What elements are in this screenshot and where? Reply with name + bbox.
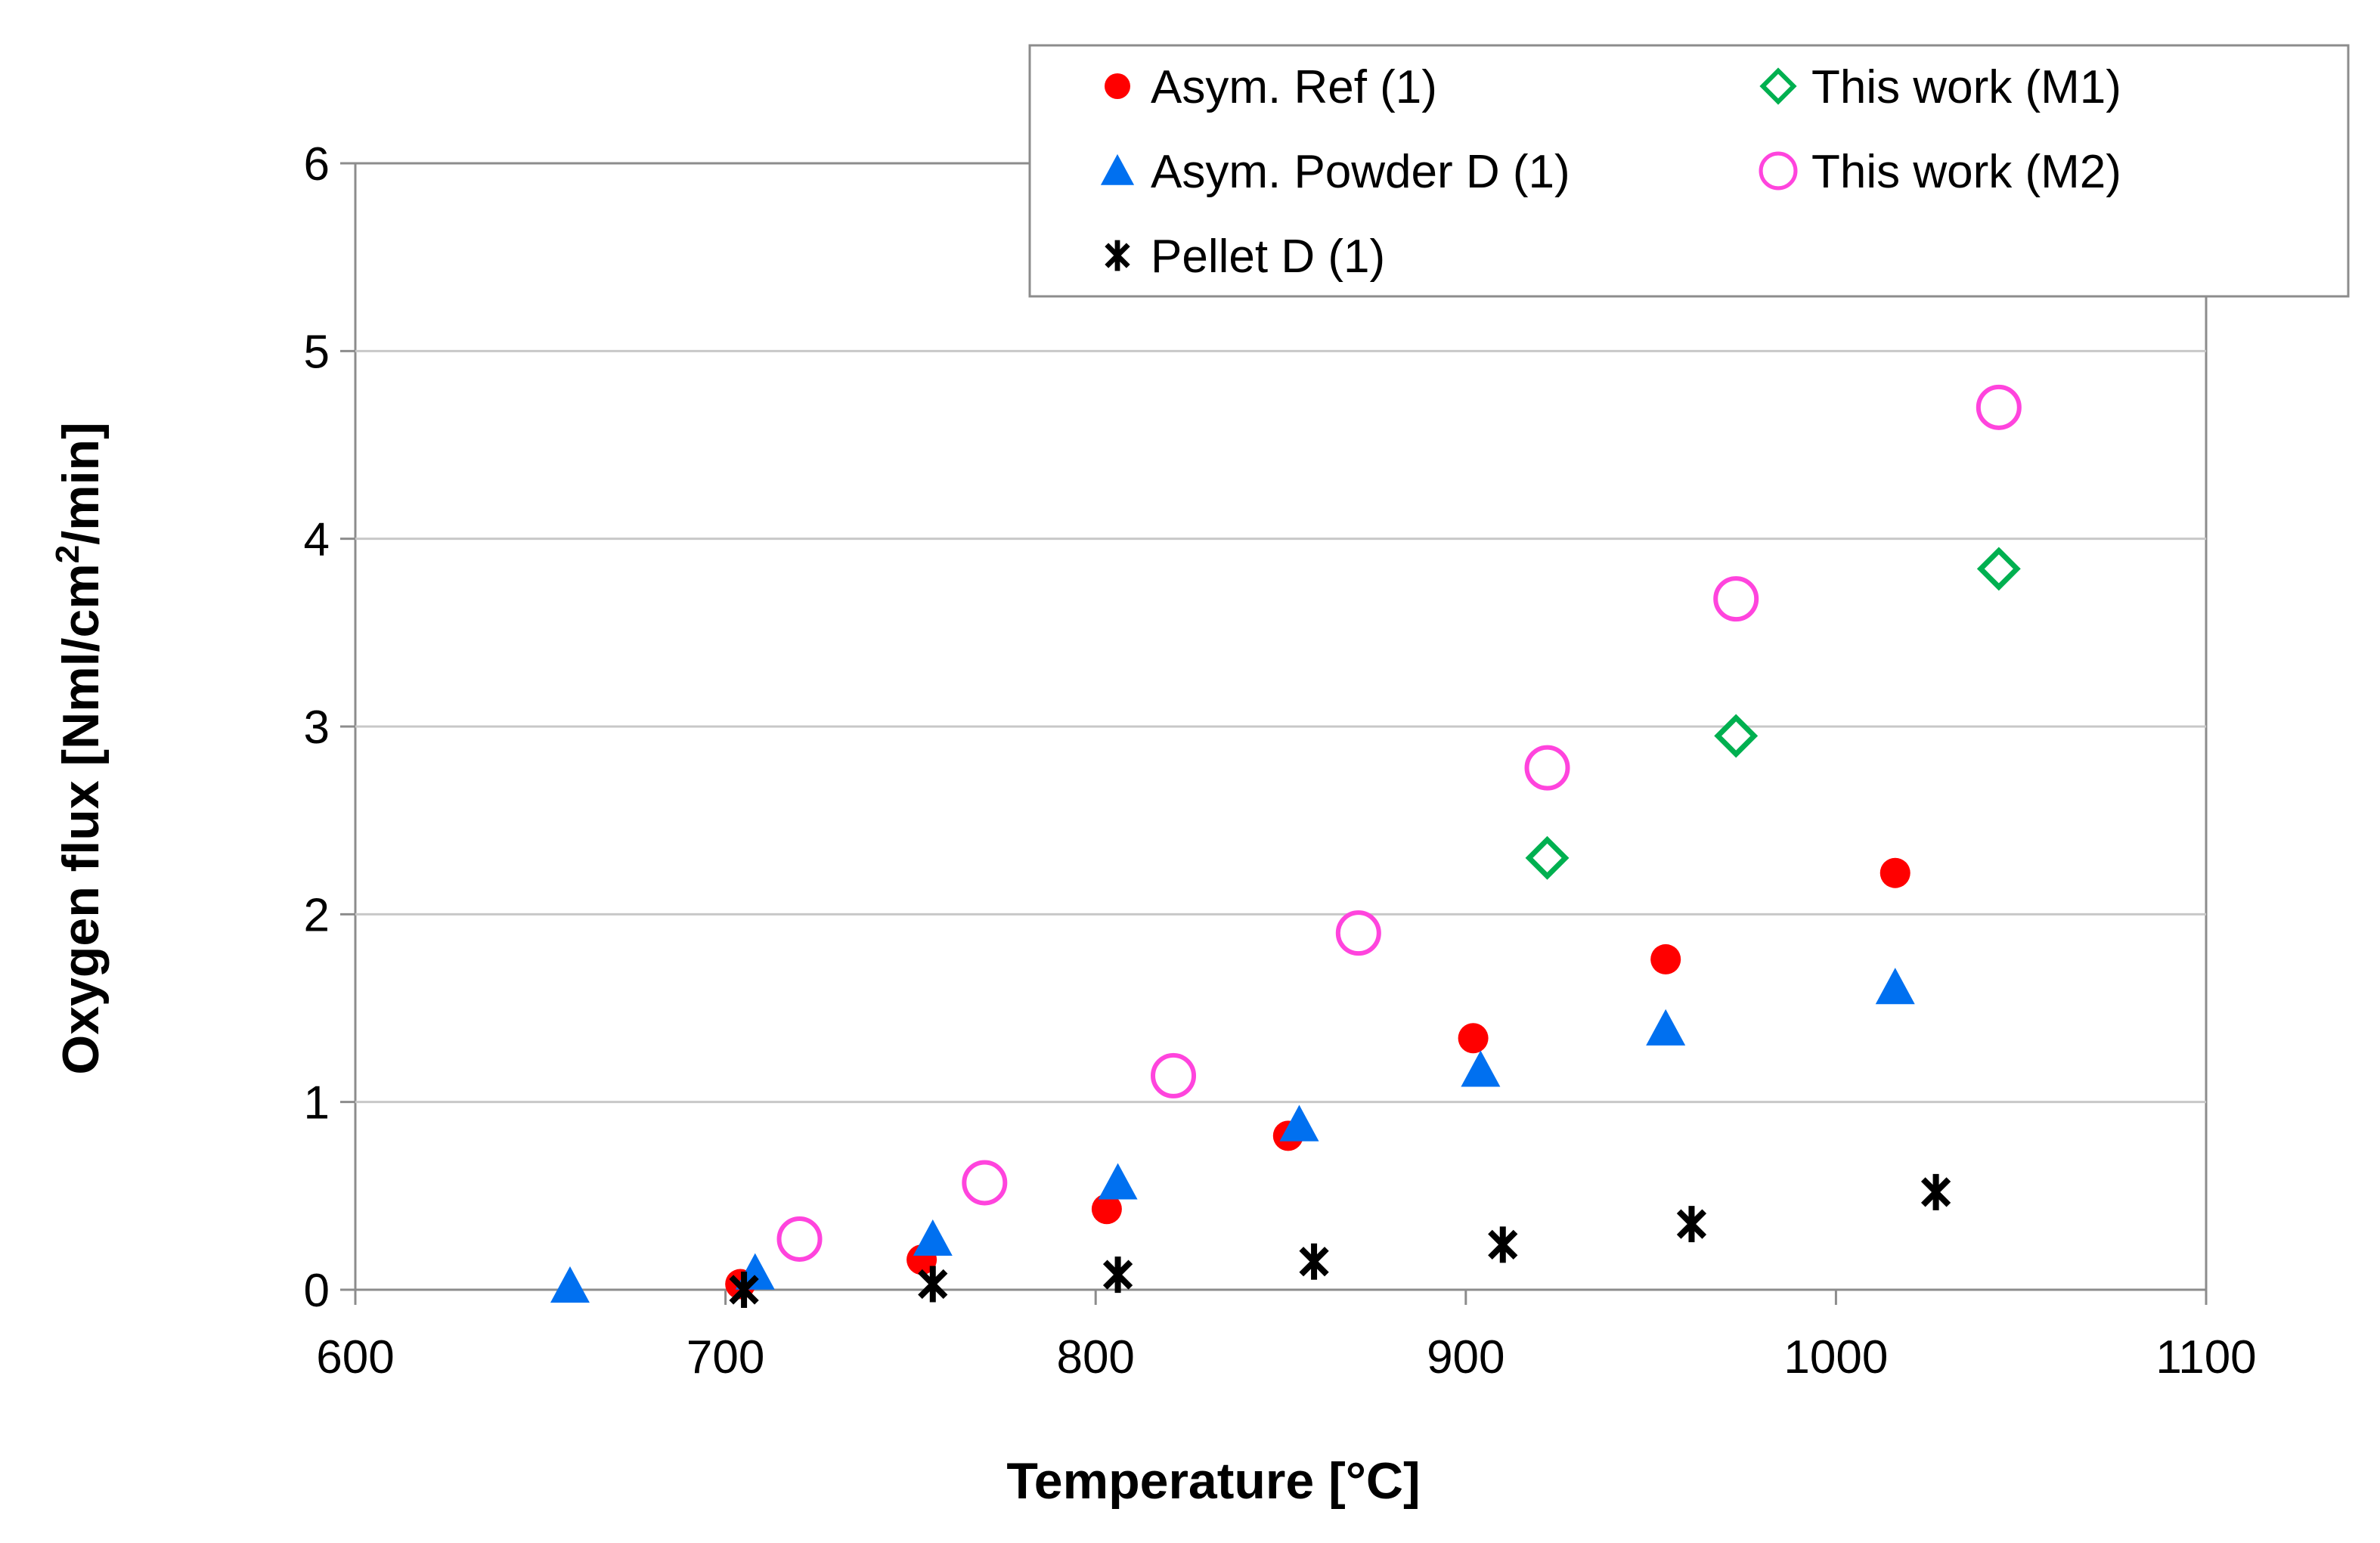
legend-item-1: Asym. Powder D (1) bbox=[1100, 146, 1570, 198]
series-3 bbox=[1525, 547, 2021, 880]
x-tick-label: 1100 bbox=[2155, 1331, 2256, 1383]
legend-item-4: This work (M2) bbox=[1759, 146, 2121, 198]
gridlines bbox=[355, 349, 2206, 1104]
y-axis-ticks: 0 1 2 3 4 5 6 bbox=[304, 138, 355, 1317]
data-point-s2-2 bbox=[1102, 1256, 1133, 1294]
legend-label-4: This work (M2) bbox=[1811, 146, 2121, 198]
data-point-s1-0 bbox=[550, 1266, 590, 1303]
legend-label-3: This work (M1) bbox=[1811, 61, 2121, 113]
y-axis-title-main: Oxygen flux [Nml/cm bbox=[52, 563, 110, 1074]
y-tick-label: 4 bbox=[304, 514, 330, 566]
legend-item-0: Asym. Ref (1) bbox=[1105, 61, 1437, 113]
y-tick-label: 2 bbox=[304, 889, 330, 941]
series-2 bbox=[729, 1173, 1951, 1308]
legend-box bbox=[1028, 44, 2350, 298]
data-point-s4-3 bbox=[1335, 910, 1381, 956]
data-point-s0-5 bbox=[1650, 943, 1681, 974]
data-point-s3-1 bbox=[1714, 714, 1759, 758]
data-point-s4-4 bbox=[1524, 745, 1570, 791]
legend: Asym. Ref (1) Asym. Powder D (1) Pellet D … bbox=[1028, 44, 2350, 298]
data-point-s2-5 bbox=[1676, 1206, 1707, 1243]
y-tick-label: 1 bbox=[304, 1077, 330, 1129]
y-tick-label: 3 bbox=[304, 702, 330, 754]
data-point-s4-0 bbox=[776, 1216, 823, 1262]
legend-marker-0 bbox=[1105, 73, 1130, 99]
legend-items: Asym. Ref (1) Asym. Powder D (1) Pellet D … bbox=[1100, 61, 2121, 283]
legend-label-1: Asym. Powder D (1) bbox=[1151, 146, 1570, 198]
data-point-s0-6 bbox=[1880, 857, 1911, 888]
legend-marker-1 bbox=[1100, 153, 1135, 185]
legend-label-2: Pellet D (1) bbox=[1151, 231, 1385, 283]
y-axis-title: Oxygen flux [Nml/cm2/min] bbox=[49, 422, 110, 1074]
legend-marker-4 bbox=[1759, 151, 1798, 191]
data-marks bbox=[550, 384, 2022, 1308]
x-tick-label: 700 bbox=[686, 1331, 764, 1383]
legend-item-3: This work (M1) bbox=[1759, 61, 2121, 113]
series-1 bbox=[550, 968, 1915, 1303]
x-axis-ticks: 600 700 800 900 1000 1100 bbox=[316, 1290, 2257, 1383]
data-point-s2-4 bbox=[1488, 1226, 1518, 1263]
x-tick-label: 900 bbox=[1427, 1331, 1505, 1383]
legend-item-2: Pellet D (1) bbox=[1105, 231, 1385, 283]
y-tick-label: 6 bbox=[304, 138, 330, 191]
data-point-s2-1 bbox=[918, 1266, 948, 1303]
data-point-s3-2 bbox=[1976, 547, 2021, 591]
y-axis-title-superscript: 2 bbox=[49, 545, 86, 563]
y-axis-title-tail: /min] bbox=[52, 422, 110, 544]
x-axis-title: Temperature [°C] bbox=[1006, 1452, 1420, 1510]
y-tick-label: 5 bbox=[304, 326, 330, 378]
legend-label-0: Asym. Ref (1) bbox=[1151, 61, 1437, 113]
data-point-s3-0 bbox=[1525, 835, 1570, 880]
data-point-s4-6 bbox=[1976, 384, 2022, 430]
data-point-s1-4 bbox=[1279, 1105, 1319, 1142]
legend-marker-2 bbox=[1105, 240, 1130, 271]
data-point-s0-2 bbox=[1091, 1194, 1122, 1225]
data-point-s4-1 bbox=[962, 1160, 1008, 1206]
series-4 bbox=[776, 384, 2022, 1262]
data-point-s1-5 bbox=[1461, 1050, 1501, 1087]
data-point-s1-7 bbox=[1875, 968, 1915, 1005]
data-point-s4-2 bbox=[1151, 1052, 1197, 1098]
x-tick-label: 600 bbox=[316, 1331, 394, 1383]
x-tick-label: 800 bbox=[1056, 1331, 1134, 1383]
data-point-s4-5 bbox=[1713, 576, 1759, 622]
y-tick-label: 0 bbox=[304, 1265, 330, 1317]
data-point-s1-2 bbox=[913, 1219, 953, 1256]
data-point-s2-0 bbox=[729, 1272, 759, 1308]
data-point-s2-6 bbox=[1920, 1173, 1951, 1210]
legend-marker-3 bbox=[1759, 67, 1797, 105]
x-tick-label: 1000 bbox=[1783, 1331, 1888, 1383]
data-point-s1-6 bbox=[1646, 1009, 1686, 1046]
data-point-s2-3 bbox=[1299, 1243, 1329, 1280]
data-point-s1-3 bbox=[1098, 1163, 1138, 1200]
data-point-s0-4 bbox=[1458, 1023, 1489, 1054]
